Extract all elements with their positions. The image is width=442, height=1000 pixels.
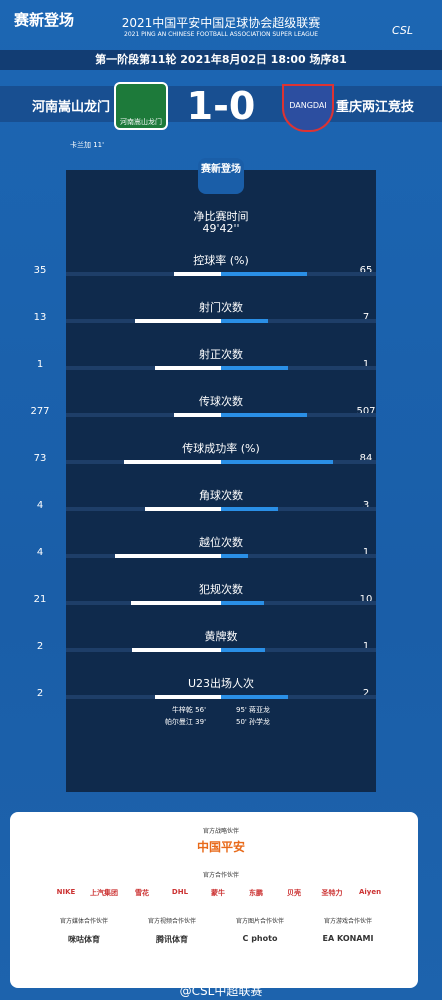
- away-bar: [221, 272, 308, 276]
- supplier-title: 官方媒体合作伙伴: [59, 918, 108, 925]
- supplier: 咪咕体育: [68, 935, 100, 944]
- partner: 贝壳: [287, 889, 301, 897]
- subtitle: 2021 PING AN CHINESE FOOTBALL ASSOCIATIO…: [124, 31, 318, 38]
- partner: 东鹏: [249, 889, 263, 897]
- home-value: 1: [36, 359, 44, 370]
- supplier: C photo: [242, 934, 278, 943]
- stat-label: 角球次数: [199, 489, 243, 502]
- away-value: 7: [362, 312, 370, 323]
- away-bar: [221, 554, 248, 558]
- partner: Aiyen: [358, 888, 382, 896]
- away-bar: [221, 648, 266, 652]
- home-badge: 河南嵩山龙门: [114, 82, 168, 130]
- home-bar: [114, 554, 221, 558]
- u23-home: 牛梓乾 56': [171, 706, 206, 714]
- away-value: 10: [359, 594, 373, 605]
- away-bar: [221, 601, 264, 605]
- home-value: 2: [36, 688, 44, 699]
- away-bar: [221, 319, 268, 323]
- home-value: 35: [33, 265, 47, 276]
- score: 1-0: [186, 84, 256, 128]
- away-bar: [221, 366, 288, 370]
- partner: 雪花: [135, 889, 149, 897]
- partner: 圣特力: [321, 889, 343, 897]
- home-value: 4: [36, 500, 44, 511]
- supplier-title: 官方视频合作伙伴: [147, 918, 196, 925]
- home-value: 73: [33, 453, 47, 464]
- home-bar: [154, 366, 221, 370]
- home-bar: [174, 272, 221, 276]
- away-name: 重庆两江竞技: [336, 100, 415, 115]
- net-time-label: 净比赛时间: [193, 210, 249, 223]
- away-value: 2: [362, 688, 370, 699]
- home-bar: [130, 601, 221, 605]
- team-band: [0, 86, 442, 122]
- u23-away: 95' 蒋亚龙: [236, 706, 271, 714]
- home-value: 21: [33, 594, 47, 605]
- supplier-title: 官方游戏合作伙伴: [323, 918, 372, 925]
- home-name: 河南嵩山龙门: [32, 100, 111, 115]
- stat-label: 黄牌数: [204, 630, 238, 643]
- stat-label: 传球成功率 (%): [182, 442, 260, 455]
- partner: 蒙牛: [211, 889, 225, 897]
- badge: 赛新登场: [14, 11, 75, 29]
- panel-badge: 赛新登场: [198, 158, 244, 194]
- away-value: 1: [362, 641, 370, 652]
- title: 2021中国平安中国足球协会超级联赛: [121, 16, 321, 30]
- stat-label: U23出场人次: [187, 677, 255, 690]
- away-bar: [221, 507, 278, 511]
- away-value: 1: [362, 359, 370, 370]
- home-bar: [132, 648, 221, 652]
- stat-label: 控球率 (%): [193, 254, 249, 267]
- u23-home: 帕尔曼江 39': [164, 718, 206, 726]
- strategic-title: 官方战略伙伴: [202, 828, 239, 835]
- partner: 上汽集团: [90, 889, 118, 897]
- scorers: 卡兰加 11': [70, 141, 105, 149]
- away-value: 84: [359, 453, 373, 464]
- away-bar: [221, 460, 333, 464]
- logo: CSL: [392, 24, 413, 37]
- stat-label: 越位次数: [199, 536, 243, 549]
- away-value: 65: [359, 265, 373, 276]
- u23-away: 50' 孙学龙: [236, 718, 271, 726]
- stat-label: 传球次数: [199, 395, 243, 408]
- home-bar: [123, 460, 221, 464]
- home-bar: [174, 413, 221, 417]
- away-value: 3: [362, 500, 370, 511]
- home-value: 13: [33, 312, 47, 323]
- partners-title: 官方合作伙伴: [202, 872, 239, 879]
- supplier: 腾讯体育: [156, 935, 188, 944]
- stat-label: 射门次数: [199, 301, 243, 314]
- match-info: 第一阶段第11轮 2021年8月02日 18:00 场序81: [0, 50, 442, 70]
- home-value: 277: [30, 406, 50, 417]
- sponsor-box: [10, 812, 418, 988]
- home-value: 4: [36, 547, 44, 558]
- supplier: EA KONAMI: [322, 934, 374, 943]
- home-bar: [154, 695, 221, 699]
- away-value: 1: [362, 547, 370, 558]
- footer: @CSL中超联赛: [179, 984, 263, 998]
- partner: NIKE: [56, 888, 76, 896]
- away-bar: [221, 695, 288, 699]
- strategic: 中国平安: [196, 840, 245, 854]
- away-bar: [221, 413, 307, 417]
- supplier-title: 官方图片合作伙伴: [235, 918, 284, 925]
- stat-label: 射正次数: [199, 348, 243, 361]
- away-badge: DANGDAI: [282, 84, 334, 132]
- home-bar: [134, 319, 221, 323]
- stat-label: 犯规次数: [199, 583, 243, 596]
- away-value: 507: [356, 406, 376, 417]
- partner: DHL: [171, 888, 189, 896]
- home-bar: [145, 507, 221, 511]
- net-time-value: 49'42'': [202, 222, 240, 235]
- home-value: 2: [36, 641, 44, 652]
